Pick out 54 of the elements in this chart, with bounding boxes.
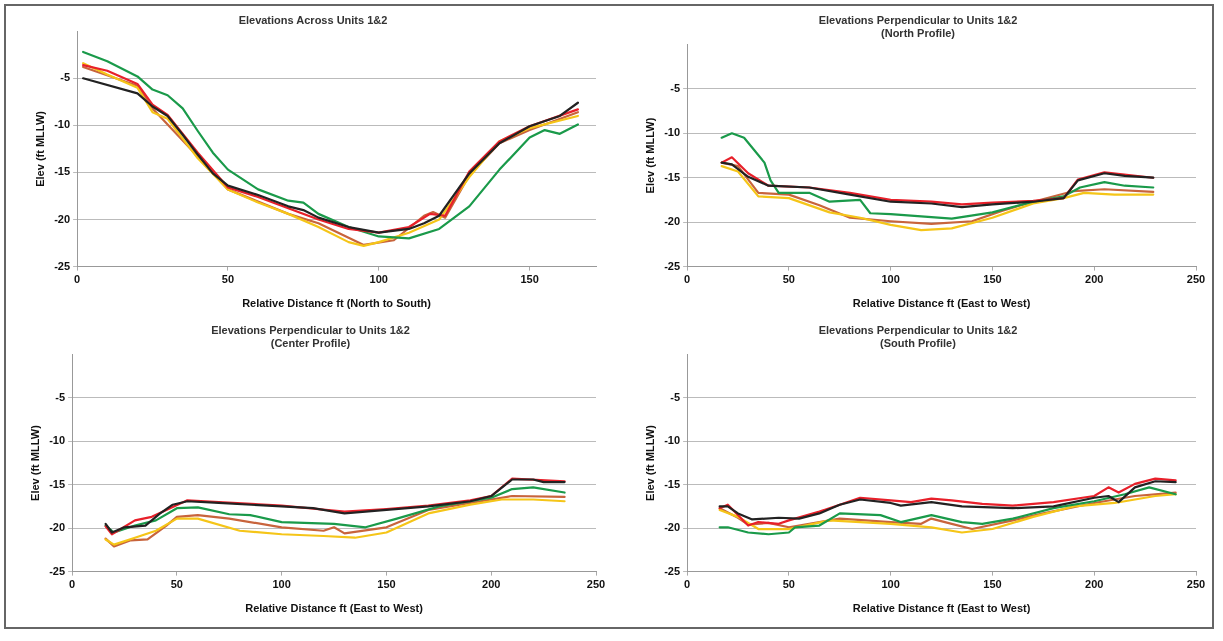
x-tick-label: 250: [586, 578, 606, 591]
x-tick-label: 100: [881, 273, 900, 286]
y-tick-label: -20: [664, 215, 681, 228]
y-tick-label: -25: [664, 259, 681, 272]
y-axis-title: Elev (ft MLLW): [33, 110, 46, 187]
x-tick-label: 0: [74, 273, 81, 286]
x-tick-label: 250: [1186, 578, 1206, 591]
y-tick-label: -5: [55, 390, 66, 403]
chart-title: Elevations Perpendicular to Units 1&2 (South Profile): [818, 323, 1018, 349]
y-tick-label: -10: [664, 434, 681, 447]
chart-title: Elevations Perpendicular to Units 1&2 (North Profile): [818, 13, 1018, 39]
x-tick-label: 150: [520, 273, 539, 286]
x-tick-label: 100: [272, 578, 291, 591]
x-tick-label: 50: [221, 273, 235, 286]
x-tick-label: 200: [1085, 273, 1104, 286]
x-axis-title: Relative Distance ft (East to West): [245, 602, 424, 615]
y-tick-label: -5: [670, 390, 681, 403]
y-tick-label: -5: [670, 81, 681, 94]
x-tick-label: 0: [684, 578, 691, 591]
y-tick-label: -5: [60, 71, 71, 84]
y-tick-label: -10: [664, 126, 681, 139]
x-tick-label: 200: [482, 578, 501, 591]
x-tick-label: 0: [69, 578, 76, 591]
y-axis-title: Elev (ft MLLW): [643, 424, 656, 501]
x-axis-title: Relative Distance ft (East to West): [852, 602, 1031, 615]
y-axis-title: Elev (ft MLLW): [643, 117, 656, 194]
x-tick-label: 150: [983, 578, 1002, 591]
y-tick-label: -25: [664, 564, 681, 577]
x-tick-label: 0: [684, 273, 691, 286]
x-tick-label: 250: [1186, 273, 1206, 286]
x-tick-label: 50: [170, 578, 183, 591]
y-tick-label: -25: [54, 259, 71, 272]
y-tick-label: -15: [664, 477, 681, 490]
y-tick-label: -15: [54, 165, 71, 178]
x-tick-label: 50: [782, 273, 795, 286]
y-tick-label: -25: [49, 564, 66, 577]
x-tick-label: 150: [983, 273, 1002, 286]
y-tick-label: -20: [54, 212, 71, 225]
y-tick-label: -10: [54, 118, 71, 131]
chart-title: Elevations Across Units 1&2: [238, 13, 388, 26]
y-tick-label: -20: [49, 521, 66, 534]
x-tick-label: 100: [881, 578, 900, 591]
x-axis-title: Relative Distance ft (East to West): [852, 297, 1031, 310]
y-axis-title: Elev (ft MLLW): [28, 424, 41, 501]
x-tick-label: 100: [369, 273, 388, 286]
chart-title: Elevations Perpendicular to Units 1&2 (Center Profile): [211, 323, 410, 349]
y-tick-label: -20: [664, 521, 681, 534]
y-tick-label: -10: [49, 434, 66, 447]
y-tick-label: -15: [664, 170, 681, 183]
x-axis-title: Relative Distance ft (North to South): [242, 297, 432, 310]
x-tick-label: 150: [377, 578, 396, 591]
y-tick-label: -15: [49, 477, 66, 490]
x-tick-label: 50: [782, 578, 795, 591]
x-tick-label: 200: [1085, 578, 1104, 591]
